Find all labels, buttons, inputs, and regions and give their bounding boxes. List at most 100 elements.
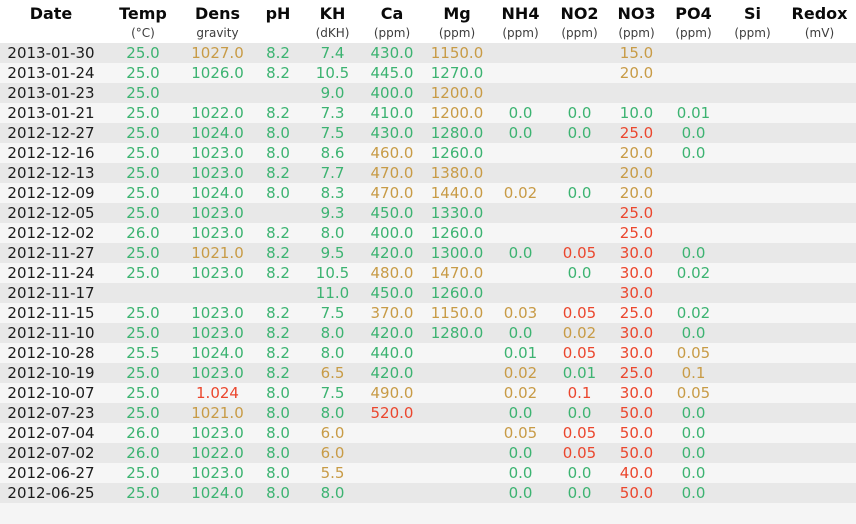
- cell-ca: 400.0: [370, 224, 414, 242]
- column-unit-ph: [251, 26, 305, 43]
- cell-dens: 1024.0: [191, 484, 244, 502]
- cell-no3: 25.0: [619, 364, 654, 382]
- cell-redox: [783, 383, 856, 403]
- header-units-row: (°C) gravity (dKH) (ppm) (ppm) (ppm) (ppm) (ppm…: [0, 26, 856, 43]
- cell-no2: 0.05: [562, 304, 597, 322]
- cell-kh: 5.5: [320, 464, 345, 482]
- cell-no2: [551, 63, 608, 83]
- table-row: 2012-06-25 25.0 1024.0 8.0 8.0 0.0 0.0 50.0 0.0: [0, 483, 856, 503]
- cell-kh: 8.6: [320, 144, 345, 162]
- cell-mg: [424, 383, 490, 403]
- cell-dens: 1021.0: [191, 244, 244, 262]
- cell-no2: 0.0: [567, 464, 592, 482]
- cell-ph: 8.0: [266, 404, 290, 422]
- cell-si: [722, 403, 783, 423]
- column-header-nh4: NH4: [501, 4, 540, 23]
- table-row: 2012-12-27 25.0 1024.0 8.0 7.5 430.0 1280.0 0.0…: [0, 123, 856, 143]
- cell-nh4: [490, 83, 551, 103]
- cell-no3: 20.0: [619, 184, 654, 202]
- cell-si: [722, 143, 783, 163]
- cell-nh4: 0.02: [503, 364, 538, 382]
- cell-nh4: [490, 63, 551, 83]
- cell-dens: 1023.0: [191, 364, 244, 382]
- cell-po4: 0.1: [681, 364, 706, 382]
- cell-no2: [551, 203, 608, 223]
- cell-nh4: 0.02: [503, 184, 538, 202]
- cell-nh4: 0.0: [508, 484, 533, 502]
- cell-no2: 0.0: [567, 264, 592, 282]
- cell-nh4: [490, 43, 551, 63]
- cell-temp: 25.0: [126, 204, 160, 222]
- cell-ph: 8.2: [266, 104, 290, 122]
- cell-redox: [783, 123, 856, 143]
- table-row: 2012-11-15 25.0 1023.0 8.2 7.5 370.0 1150.0 0.0…: [0, 303, 856, 323]
- cell-no3: 30.0: [619, 284, 654, 302]
- cell-nh4: [490, 143, 551, 163]
- cell-si: [722, 483, 783, 503]
- cell-kh: 8.0: [320, 404, 345, 422]
- cell-kh: 7.5: [320, 384, 345, 402]
- cell-nh4: 0.0: [508, 464, 533, 482]
- cell-redox: [783, 483, 856, 503]
- cell-po4: 0.0: [681, 464, 706, 482]
- cell-date: 2012-11-17: [7, 284, 95, 302]
- cell-dens: 1023.0: [191, 424, 244, 442]
- cell-mg: [424, 483, 490, 503]
- cell-dens: 1023.0: [191, 324, 244, 342]
- cell-si: [722, 103, 783, 123]
- cell-redox: [783, 243, 856, 263]
- cell-po4: [665, 83, 722, 103]
- cell-temp: 25.5: [126, 344, 160, 362]
- cell-dens: [184, 283, 251, 303]
- cell-po4: 0.05: [676, 344, 711, 362]
- cell-dens: 1024.0: [191, 184, 244, 202]
- cell-si: [722, 63, 783, 83]
- cell-no2: [551, 43, 608, 63]
- cell-no2: [551, 143, 608, 163]
- table-row: 2012-12-05 25.0 1023.0 9.3 450.0 1330.0 25.0: [0, 203, 856, 223]
- cell-dens: 1022.0: [191, 444, 244, 462]
- cell-si: [722, 163, 783, 183]
- cell-no2: [551, 283, 608, 303]
- cell-po4: 0.0: [681, 244, 706, 262]
- header-labels-row: Date Temp Dens pH KH Ca Mg NH4 NO2 NO3 PO4 Si Redox: [0, 0, 856, 26]
- column-header-po4: PO4: [675, 4, 712, 23]
- cell-no3: 20.0: [619, 164, 654, 182]
- cell-redox: [783, 303, 856, 323]
- cell-date: 2013-01-23: [7, 84, 95, 102]
- cell-ph: 8.2: [266, 244, 290, 262]
- cell-ph: 8.2: [266, 164, 290, 182]
- cell-ca: 470.0: [370, 184, 414, 202]
- table-header: Date Temp Dens pH KH Ca Mg NH4 NO2 NO3 PO4 Si Redox …: [0, 0, 856, 43]
- cell-po4: 0.0: [681, 324, 706, 342]
- cell-po4: 0.0: [681, 144, 706, 162]
- cell-temp: 25.0: [126, 304, 160, 322]
- cell-no2: 0.0: [567, 404, 592, 422]
- cell-mg: [424, 463, 490, 483]
- table-row: 2012-07-04 26.0 1023.0 8.0 6.0 0.05 0.05 50.0 0.…: [0, 423, 856, 443]
- cell-redox: [783, 103, 856, 123]
- cell-no3: 40.0: [619, 464, 654, 482]
- cell-redox: [783, 163, 856, 183]
- cell-date: 2012-11-15: [7, 304, 95, 322]
- cell-no3: 25.0: [619, 224, 654, 242]
- column-unit-si: (ppm): [734, 26, 771, 40]
- cell-redox: [783, 443, 856, 463]
- cell-dens: 1023.0: [191, 224, 244, 242]
- cell-temp: 25.0: [126, 384, 160, 402]
- cell-mg: 1280.0: [430, 324, 484, 342]
- cell-ca: 370.0: [370, 304, 414, 322]
- cell-kh: 8.0: [320, 344, 345, 362]
- column-header-no3: NO3: [617, 4, 656, 23]
- cell-dens: 1023.0: [191, 164, 244, 182]
- cell-ca: 420.0: [370, 324, 414, 342]
- table-row: 2013-01-21 25.0 1022.0 8.2 7.3 410.0 1200.0 0.0…: [0, 103, 856, 123]
- cell-kh: 7.4: [320, 44, 345, 62]
- cell-po4: [665, 183, 722, 203]
- cell-date: 2012-10-07: [7, 384, 95, 402]
- cell-date: 2013-01-30: [7, 44, 95, 62]
- water-parameters-table: Date Temp Dens pH KH Ca Mg NH4 NO2 NO3 PO4 Si Redox …: [0, 0, 856, 503]
- table-row: 2012-12-13 25.0 1023.0 8.2 7.7 470.0 1380.0 20.…: [0, 163, 856, 183]
- cell-redox: [783, 203, 856, 223]
- cell-date: 2012-07-23: [7, 404, 95, 422]
